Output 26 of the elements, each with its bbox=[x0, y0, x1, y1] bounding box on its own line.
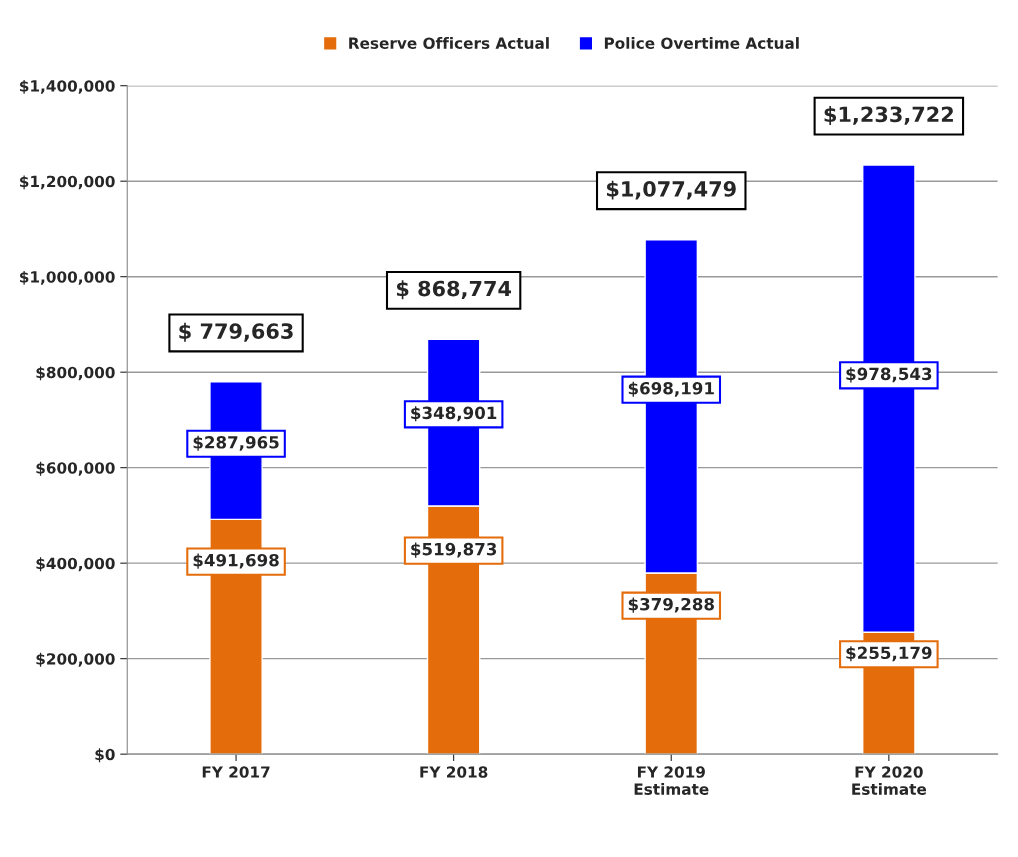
data-label: $379,288 bbox=[628, 597, 714, 613]
y-tick-label: $0 bbox=[95, 748, 115, 763]
y-tick-label: $200,000 bbox=[36, 652, 115, 667]
data-label: $698,191 bbox=[628, 381, 714, 397]
x-tick-label: FY 2017 bbox=[202, 766, 270, 778]
x-tick-label: FY 2019 Estimate bbox=[634, 766, 709, 795]
x-tick-label: FY 2020 Estimate bbox=[852, 766, 927, 795]
data-label: $348,901 bbox=[411, 406, 497, 422]
total-label: $1,077,479 bbox=[606, 180, 736, 200]
total-label: $ 779,663 bbox=[179, 322, 293, 342]
total-label: $1,233,722 bbox=[824, 106, 953, 125]
y-tick-label: $400,000 bbox=[36, 557, 115, 572]
data-label: $519,873 bbox=[411, 542, 497, 558]
y-tick-label: $600,000 bbox=[36, 461, 115, 476]
y-tick-label: $1,000,000 bbox=[19, 270, 115, 285]
data-label: $491,698 bbox=[193, 553, 279, 569]
total-label: $ 868,774 bbox=[396, 280, 512, 300]
data-label: $287,965 bbox=[193, 435, 279, 451]
data-label: $255,179 bbox=[846, 646, 932, 662]
data-label: $978,543 bbox=[846, 367, 932, 383]
legend-label: Reserve Officers Actual bbox=[349, 37, 549, 49]
x-tick-label: FY 2018 bbox=[420, 766, 488, 778]
y-tick-label: $800,000 bbox=[36, 366, 115, 381]
y-tick-label: $1,200,000 bbox=[19, 175, 115, 190]
legend-label: Police Overtime Actual bbox=[604, 37, 799, 49]
y-tick-label: $1,400,000 bbox=[19, 79, 115, 94]
